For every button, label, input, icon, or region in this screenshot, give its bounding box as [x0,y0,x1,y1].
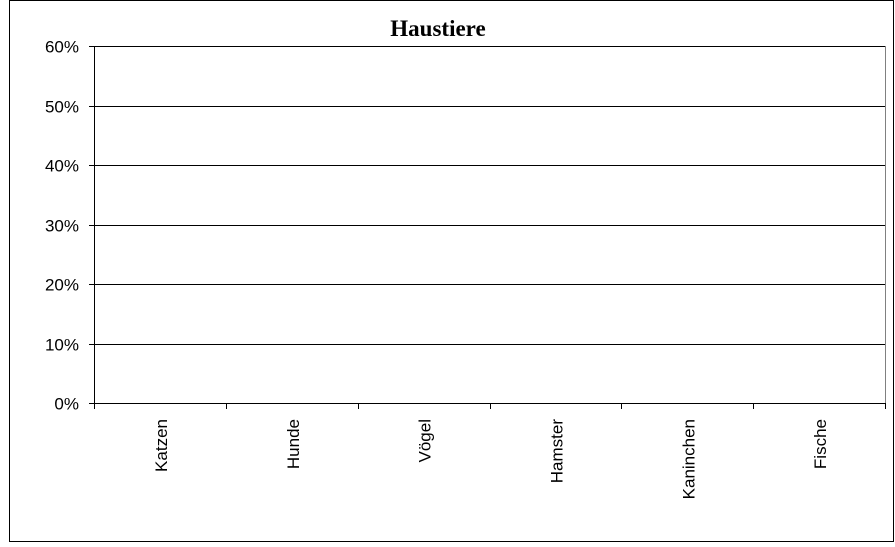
x-tick-label: Fische [811,419,830,469]
y-tick-label: 40% [45,157,79,176]
y-tick-label: 20% [45,276,79,295]
y-tick-label: 0% [54,395,79,414]
y-tick-label: 10% [45,336,79,355]
chart-title: Haustiere [390,16,485,41]
y-tick-labels: 0% 10% 20% 30% 40% 50% 60% [45,38,79,414]
x-tick-label: Hunde [284,419,303,469]
x-tick-label: Katzen [152,419,171,472]
chart-frame [9,0,894,542]
axis-layer [89,46,886,409]
y-tick-label: 60% [45,38,79,57]
y-tick-label: 50% [45,98,79,117]
grid-layer [94,46,885,345]
x-tick-label: Hamster [547,419,566,484]
x-tick-labels: Katzen Hunde Vögel Hamster Kaninchen Fische [152,419,830,500]
frame-layer [9,0,894,542]
x-tick-label: Vögel [416,419,435,462]
x-tick-label: Kaninchen [679,419,698,499]
y-tick-label: 30% [45,217,79,236]
